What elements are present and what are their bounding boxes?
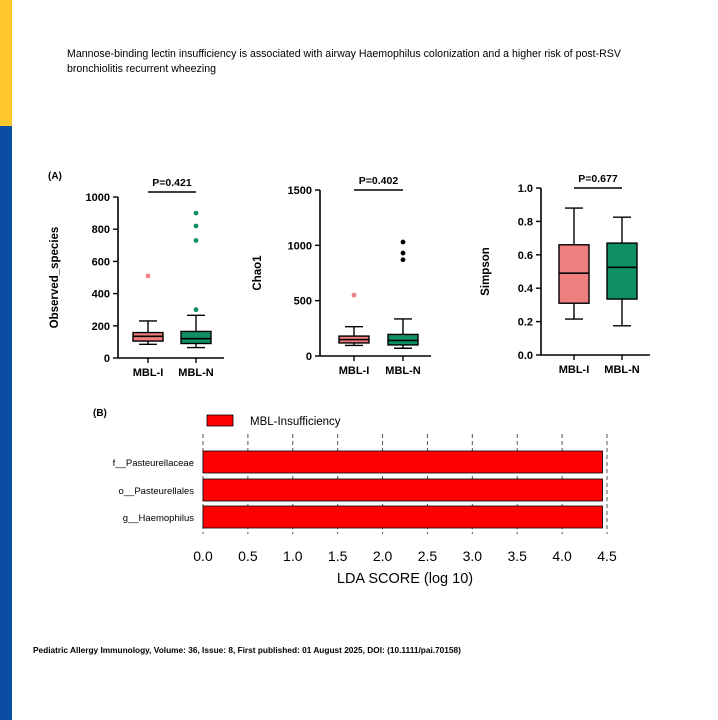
legend-swatch: [206, 414, 234, 427]
accent-blue-segment: [0, 126, 12, 720]
lda-x-tick-label: 4.5: [597, 548, 617, 564]
chart2-x-tick-label: MBL-I: [339, 365, 370, 377]
chart3-y-tick-label: 1.0: [518, 183, 533, 195]
chart3-x-tick-label: MBL-N: [604, 364, 639, 376]
lda-bar-label: o__Pasteurellales: [118, 486, 194, 497]
lda-x-tick-label: 3.0: [463, 548, 483, 564]
chart1-y-tick-label: 800: [92, 224, 110, 236]
chart2-y-tick-label: 1000: [288, 240, 312, 252]
lda-x-tick-label: 2.5: [418, 548, 438, 564]
panel-a-label: (A): [48, 171, 62, 182]
chart1-y-tick-label: 200: [92, 321, 110, 333]
chart3-box-mbl-i: [558, 244, 590, 304]
chart2-pvalue-label: P=0.402: [359, 175, 399, 187]
lda-bar: [202, 505, 603, 529]
chart2-y-tick-label: 500: [294, 296, 312, 308]
lda-bar-label: g__Haemophilus: [123, 513, 195, 524]
chart2-outlier-point: [400, 250, 406, 256]
chart1-y-tick-label: 600: [92, 256, 110, 268]
chart1-outlier-point: [193, 210, 199, 216]
lda-bar: [202, 478, 603, 502]
chart3-y-tick-label: 0.2: [518, 317, 533, 329]
chart3-y-tick-label: 0.0: [518, 350, 533, 362]
lda-x-tick-label: 0.0: [193, 548, 213, 564]
lda-x-tick-label: 1.5: [328, 548, 348, 564]
chart2-outlier-point: [400, 239, 406, 245]
lda-x-axis-label: LDA SCORE (log 10): [337, 571, 473, 587]
chart2-outlier-point: [351, 292, 357, 298]
legend-label: MBL-Insufficiency: [250, 416, 341, 428]
chart1-y-tick-label: 0: [104, 353, 110, 365]
chart1-pvalue-label: P=0.421: [152, 177, 192, 189]
left-accent-bar: [0, 0, 12, 720]
lda-x-tick-label: 4.0: [552, 548, 572, 564]
chart2-y-axis-label: Chao1: [252, 255, 264, 291]
chart1-y-tick-label: 400: [92, 289, 110, 301]
lda-x-tick-label: 3.5: [507, 548, 527, 564]
lda-x-tick-label: 1.0: [283, 548, 303, 564]
chart3-y-tick-label: 0.4: [518, 283, 534, 295]
chart3-x-tick-label: MBL-I: [559, 364, 590, 376]
lda-bar-label: f__Pasteurellaceae: [113, 458, 194, 469]
chart1-y-axis-label: Observed_species: [49, 227, 61, 329]
chart1-x-tick-label: MBL-N: [178, 367, 213, 379]
chart2-y-tick-label: 1500: [288, 185, 312, 197]
chart1-outlier-point: [145, 273, 151, 279]
chart3-y-tick-label: 0.6: [518, 250, 533, 262]
chart2-x-tick-label: MBL-N: [385, 365, 420, 377]
chart1-outlier-point: [193, 307, 199, 313]
chart3-box-mbl-n: [606, 242, 638, 300]
figure-title: Mannose-binding lectin insufficiency is …: [67, 48, 621, 75]
citation: Pediatric Allergy Immunology, Volume: 36…: [33, 645, 461, 655]
lda-x-tick-label: 0.5: [238, 548, 258, 564]
lda-x-tick-label: 2.0: [373, 548, 393, 564]
chart1-x-tick-label: MBL-I: [133, 367, 164, 379]
accent-yellow-segment: [0, 0, 12, 126]
lda-bar: [202, 450, 603, 474]
chart2-y-tick-label: 0: [306, 351, 312, 363]
chart3-y-axis-label: Simpson: [480, 247, 492, 296]
chart3-pvalue-label: P=0.677: [578, 173, 618, 185]
chart1-box-mbl-n: [180, 330, 212, 345]
chart1-outlier-point: [193, 223, 199, 229]
panel-b-label: (B): [93, 408, 107, 419]
chart2-outlier-point: [400, 257, 406, 263]
chart2-box-mbl-n: [387, 333, 419, 346]
chart1-outlier-point: [193, 238, 199, 243]
chart3-y-tick-label: 0.8: [518, 216, 533, 228]
chart1-y-tick-label: 1000: [86, 192, 110, 204]
